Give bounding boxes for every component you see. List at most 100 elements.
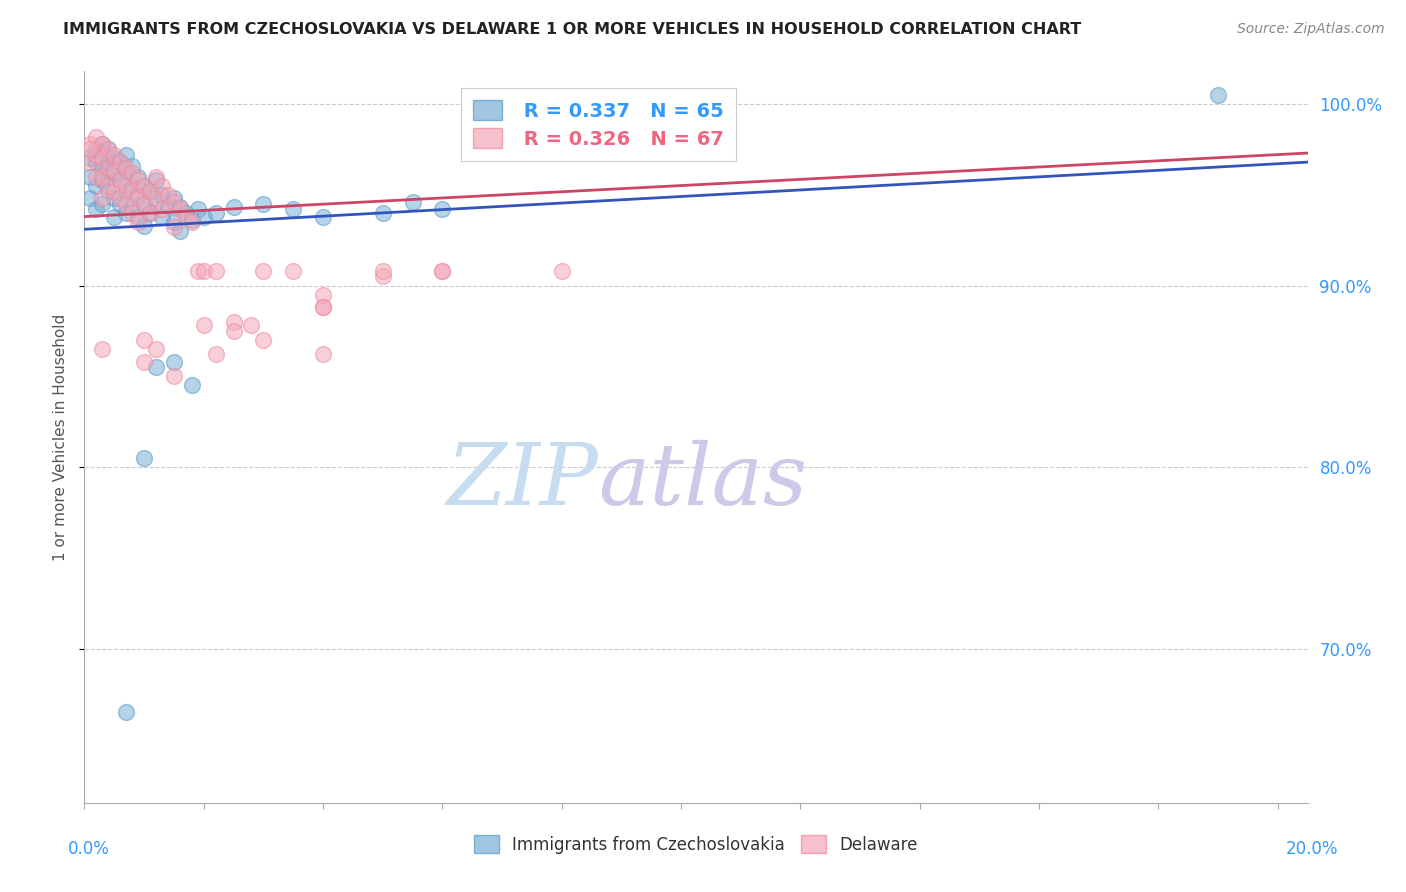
Point [139,184,162,198]
Point [252,197,274,211]
Point [132,355,155,369]
Point [187,202,209,217]
Point [163,355,186,369]
Point [156,187,179,202]
Point [97,155,120,169]
Point [145,191,167,205]
Point [84,169,107,184]
Point [432,264,454,278]
Point [312,347,335,361]
Point [283,264,305,278]
Point [84,178,107,193]
Point [79,152,101,166]
Point [79,142,101,156]
Point [121,201,143,215]
Point [103,166,125,180]
Point [97,178,120,193]
Point [91,197,114,211]
Point [150,178,173,193]
Point [145,360,167,375]
Point [121,178,143,193]
Point [132,178,155,193]
Text: atlas: atlas [598,440,807,523]
Point [180,215,202,229]
Point [127,169,149,184]
Point [91,161,114,175]
Point [169,201,191,215]
Point [108,155,131,169]
Point [84,142,107,156]
Point [371,264,394,278]
Point [103,191,125,205]
Point [103,184,125,198]
Point [145,169,167,184]
Text: Source: ZipAtlas.com: Source: ZipAtlas.com [1237,22,1385,37]
Point [103,152,125,166]
Point [115,184,138,198]
Point [193,318,215,333]
Point [97,142,120,156]
Point [91,148,114,162]
Point [193,210,215,224]
Text: ZIP: ZIP [446,440,598,523]
Point [222,324,245,338]
Point [127,191,149,205]
Point [127,187,149,202]
Point [169,224,191,238]
Point [115,206,138,220]
Point [91,173,114,187]
Point [132,450,155,465]
Point [108,155,131,169]
Point [121,206,143,220]
Point [156,199,179,213]
Point [163,220,186,235]
Legend: Immigrants from Czechoslovakia, Delaware: Immigrants from Czechoslovakia, Delaware [467,829,925,860]
Point [91,136,114,151]
Point [312,301,335,315]
Point [115,178,138,193]
Point [84,148,107,162]
Point [145,342,167,356]
Point [79,169,101,184]
Point [132,197,155,211]
Point [115,197,138,211]
Point [84,202,107,217]
Point [79,155,101,169]
Point [163,215,186,229]
Point [91,191,114,205]
Point [115,161,138,175]
Point [204,264,226,278]
Point [132,197,155,211]
Point [108,173,131,187]
Text: IMMIGRANTS FROM CZECHOSLOVAKIA VS DELAWARE 1 OR MORE VEHICLES IN HOUSEHOLD CORRE: IMMIGRANTS FROM CZECHOSLOVAKIA VS DELAWA… [63,22,1081,37]
Point [121,166,143,180]
Text: 0.0%: 0.0% [67,840,110,858]
Point [103,164,125,178]
Point [252,264,274,278]
Point [103,148,125,162]
Point [108,191,131,205]
Point [127,210,149,224]
Point [401,195,423,210]
Point [163,369,186,384]
Point [84,129,107,144]
Point [139,206,162,220]
Point [312,210,335,224]
Point [132,219,155,233]
Point [127,215,149,229]
Point [551,264,574,278]
Point [1206,87,1229,102]
Point [169,202,191,217]
Point [312,287,335,301]
Point [163,191,186,205]
Point [127,173,149,187]
Point [432,202,454,217]
Point [108,173,131,187]
Point [193,264,215,278]
Point [150,210,173,224]
Point [91,152,114,166]
Point [121,184,143,198]
Point [180,213,202,227]
Text: 20.0%: 20.0% [1286,840,1339,858]
Point [103,210,125,224]
